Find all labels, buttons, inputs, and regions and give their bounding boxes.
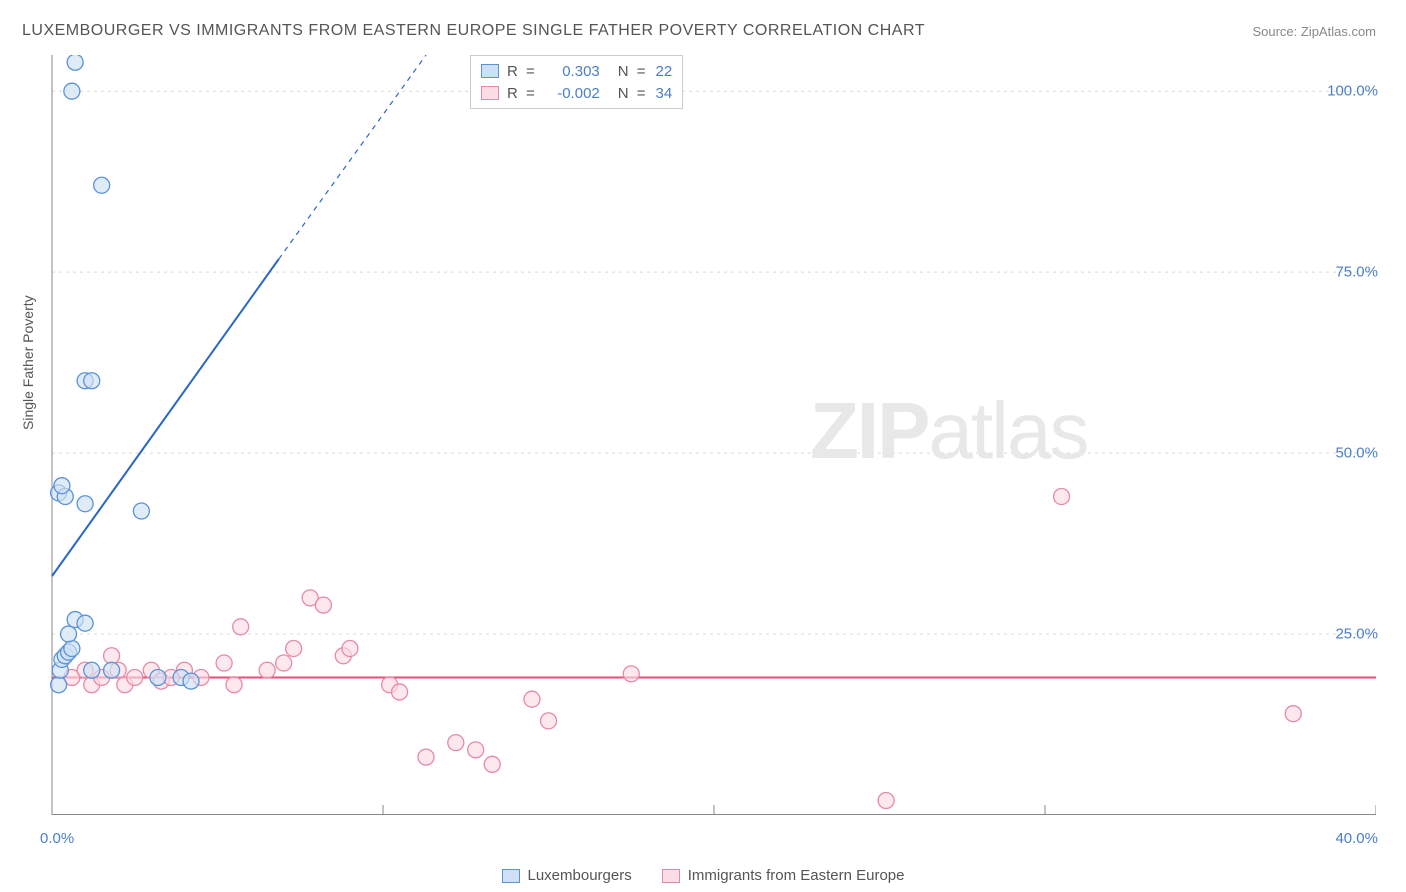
- legend-label-b: Immigrants from Eastern Europe: [688, 867, 905, 884]
- bottom-legend: Luxembourgers Immigrants from Eastern Eu…: [0, 867, 1406, 884]
- x-tick-min: 0.0%: [40, 830, 74, 847]
- r-value-a: 0.303: [545, 63, 600, 80]
- chart-canvas: [50, 55, 1376, 815]
- r-label: R =: [507, 63, 537, 80]
- stats-row-b: R = -0.002 N = 34: [481, 82, 672, 104]
- r-label: R =: [507, 85, 537, 102]
- legend-label-a: Luxembourgers: [528, 867, 632, 884]
- swatch-immigrants-icon: [662, 869, 680, 883]
- y-tick-label: 100.0%: [1327, 83, 1378, 100]
- legend-item-a: Luxembourgers: [502, 867, 632, 884]
- n-value-a: 22: [656, 63, 673, 80]
- y-axis-label: Single Father Poverty: [20, 295, 36, 430]
- scatter-chart: ZIPatlas R = 0.303 N = 22 R = -0.002 N =…: [50, 55, 1376, 815]
- y-tick-label: 50.0%: [1335, 445, 1378, 462]
- stats-row-a: R = 0.303 N = 22: [481, 60, 672, 82]
- chart-title: LUXEMBOURGER VS IMMIGRANTS FROM EASTERN …: [22, 22, 925, 40]
- y-tick-label: 25.0%: [1335, 626, 1378, 643]
- x-tick-max: 40.0%: [1335, 830, 1378, 847]
- n-label: N =: [618, 85, 648, 102]
- swatch-luxembourgers-icon: [502, 869, 520, 883]
- stats-legend: R = 0.303 N = 22 R = -0.002 N = 34: [470, 55, 683, 109]
- y-tick-label: 75.0%: [1335, 264, 1378, 281]
- swatch-luxembourgers-icon: [481, 64, 499, 78]
- legend-item-b: Immigrants from Eastern Europe: [662, 867, 905, 884]
- swatch-immigrants-icon: [481, 86, 499, 100]
- n-label: N =: [618, 63, 648, 80]
- n-value-b: 34: [656, 85, 673, 102]
- source-attribution: Source: ZipAtlas.com: [1252, 24, 1376, 39]
- r-value-b: -0.002: [545, 85, 600, 102]
